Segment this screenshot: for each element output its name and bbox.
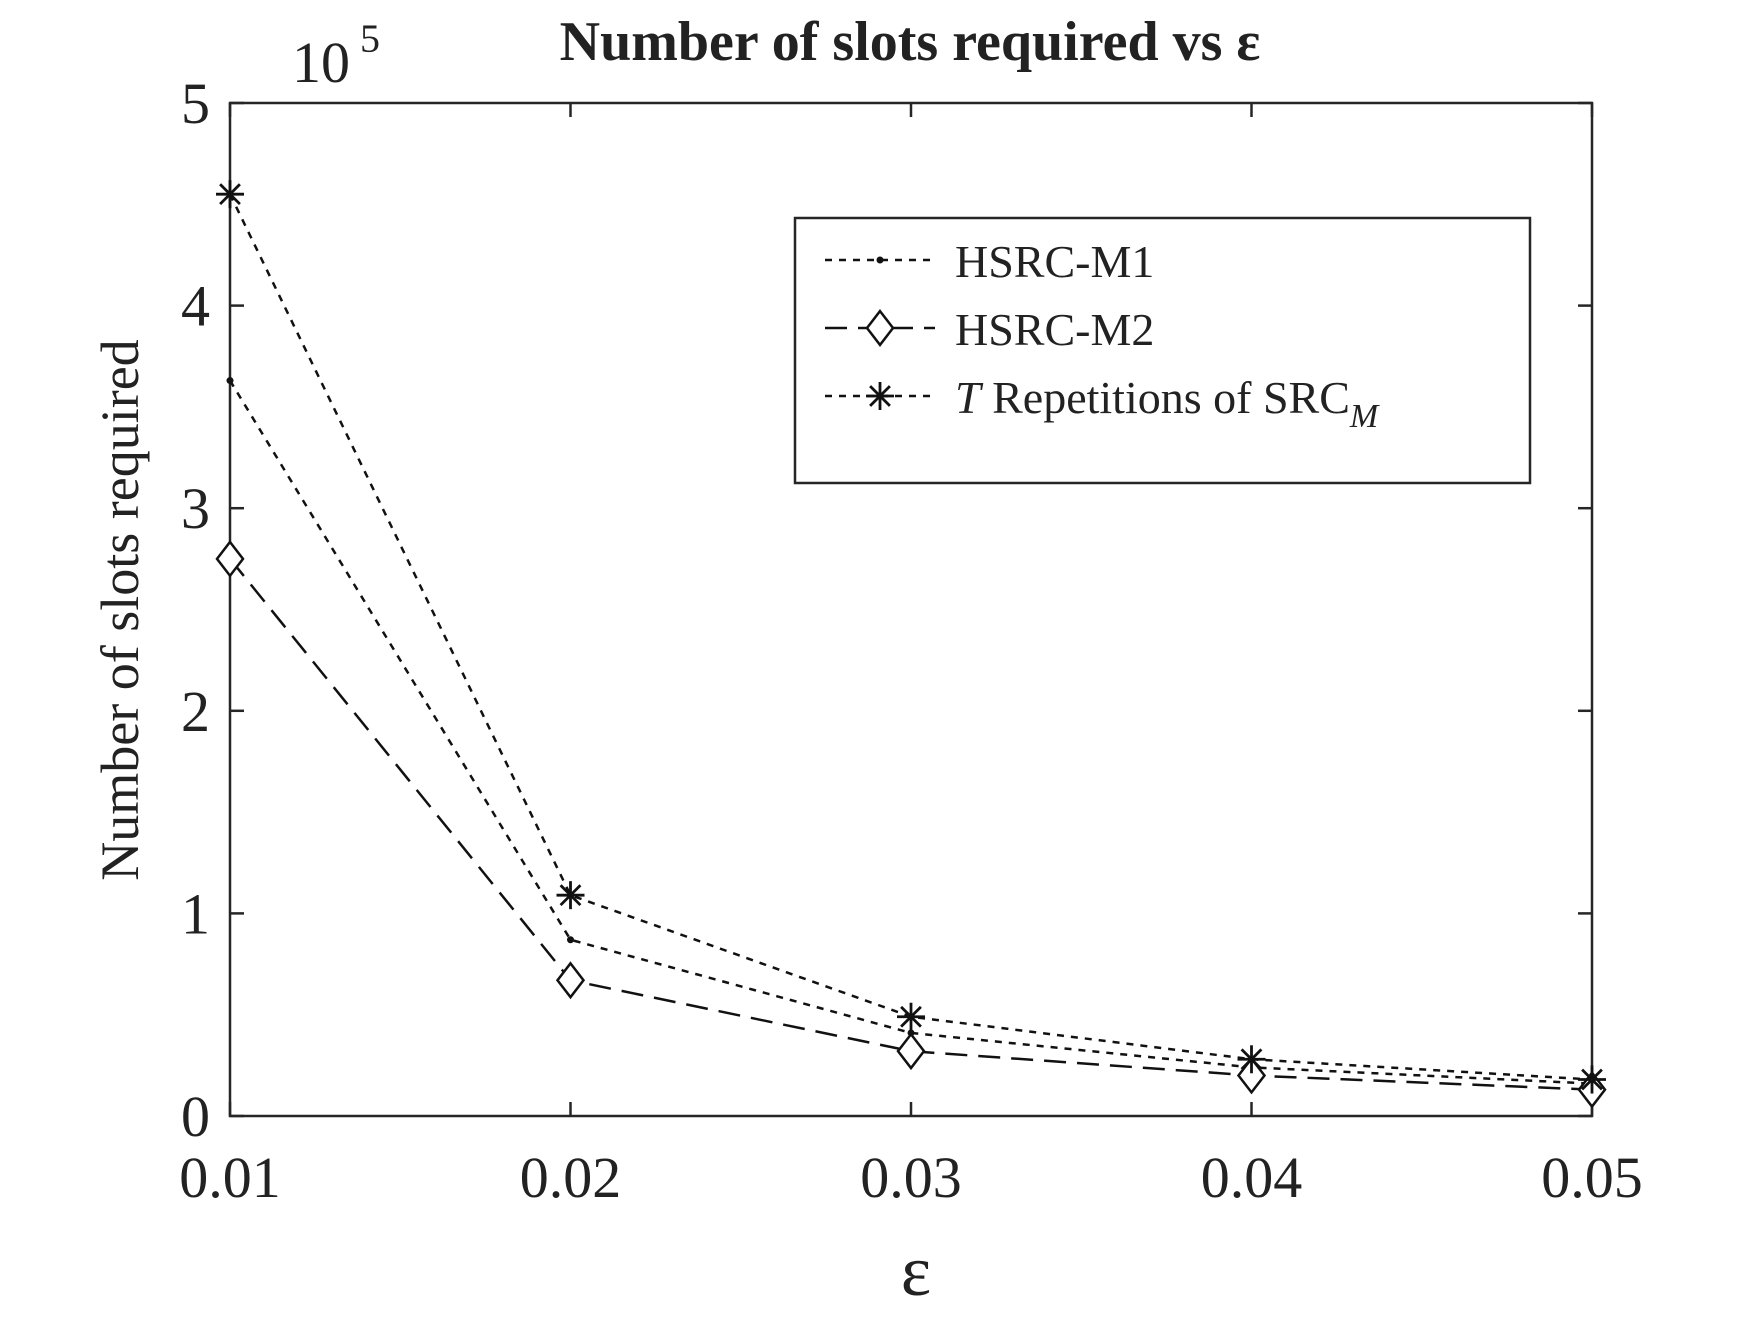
y-multiplier-base: 10 [292, 30, 350, 95]
data-point-dot [226, 377, 234, 385]
data-point-asterisk [897, 1002, 925, 1031]
series-layer [215, 180, 1607, 1109]
x-tick-label: 0.02 [520, 1145, 622, 1210]
legend-label-t-italic: T [955, 372, 984, 423]
y-tick-label: 2 [181, 679, 210, 744]
x-tick-label: 0.04 [1201, 1145, 1303, 1210]
y-tick-label: 0 [181, 1084, 210, 1149]
legend-label-t-repetitions: T Repetitions of SRCM [955, 372, 1380, 435]
series-line-0 [228, 379, 1593, 1085]
legend-marker-dot [876, 256, 884, 264]
y-tick-label: 5 [181, 71, 210, 136]
legend-label-hsrc-m1: HSRC-M1 [955, 236, 1154, 287]
legend: HSRC-M1 HSRC-M2 T Repetitions of SRCM [793, 216, 1532, 485]
data-point-diamond [555, 961, 586, 1000]
x-tick-label: 0.01 [179, 1145, 281, 1210]
y-multiplier: 10 5 [292, 16, 380, 95]
axis-tick-labels: 0.01 0.02 0.03 0.04 0.05 0 1 2 3 4 5 [179, 71, 1643, 1210]
y-tick-label: 3 [181, 476, 210, 541]
legend-label-t-main: Repetitions of SRC [981, 372, 1350, 423]
data-point-diamond [215, 539, 245, 578]
legend-marker-asterisk [866, 382, 894, 410]
data-point-dot [567, 936, 574, 944]
data-point-asterisk [1237, 1045, 1266, 1074]
y-multiplier-exponent: 5 [360, 16, 380, 61]
x-axis-label: ε [901, 1231, 931, 1311]
legend-samples [825, 256, 935, 410]
legend-box [793, 216, 1532, 485]
x-tick-label: 0.05 [1541, 1145, 1643, 1210]
x-tick-label: 0.03 [860, 1145, 962, 1210]
legend-label-hsrc-m2: HSRC-M2 [955, 304, 1154, 355]
y-axis-label: Number of slots required [90, 339, 150, 880]
data-point-asterisk [1578, 1065, 1606, 1094]
chart-title: Number of slots required vs ε [560, 11, 1261, 73]
legend-marker-diamond [865, 309, 895, 347]
y-tick-label: 4 [181, 274, 210, 339]
data-point-diamond [896, 1032, 926, 1071]
y-tick-label: 1 [181, 881, 210, 946]
legend-label-t-subscript: M [1349, 398, 1380, 435]
data-point-asterisk [556, 881, 585, 910]
series-2 [216, 180, 1606, 1094]
data-point-asterisk [216, 180, 244, 209]
